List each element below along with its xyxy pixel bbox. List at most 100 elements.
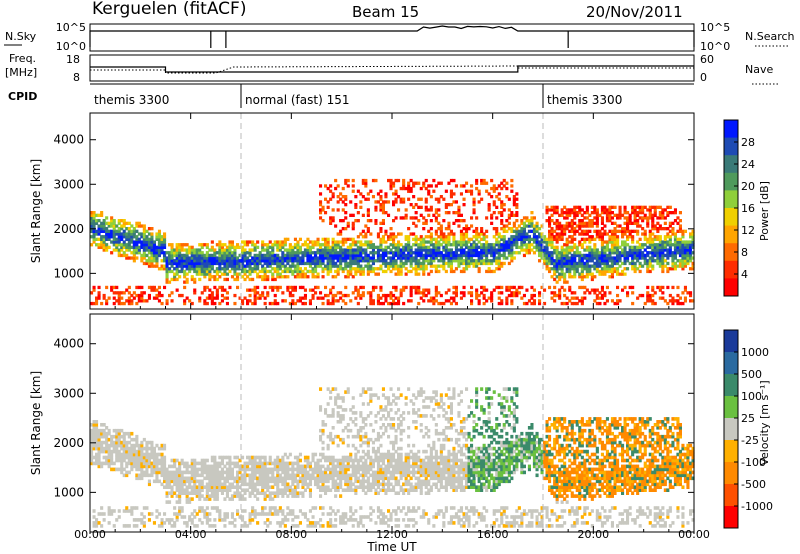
power-cell-2013 — [432, 178, 436, 183]
velocity-cell-675 — [215, 461, 219, 466]
velocity-cell-304 — [145, 446, 149, 451]
power-cell-1019 — [288, 293, 292, 298]
velocity-cell-442 — [175, 500, 179, 504]
power-cell-1742 — [397, 267, 401, 271]
power-cell-1984 — [429, 256, 433, 260]
power-cell-689 — [223, 269, 227, 274]
power-cell-1701 — [392, 256, 396, 260]
power-cell-3410 — [628, 253, 632, 258]
power-cell-1944 — [424, 259, 428, 263]
power-cell-208 — [130, 251, 134, 255]
power-cell-1023 — [288, 267, 292, 271]
power-cell-662 — [218, 261, 222, 266]
power-cell-3757 — [678, 259, 682, 263]
power-cell-433 — [173, 267, 177, 271]
power-cell-3723 — [673, 264, 677, 268]
power-cbar-cell-4 — [724, 190, 738, 209]
power-cell-2224 — [462, 251, 466, 255]
power-cell-1956 — [424, 200, 428, 204]
power-cell-2718 — [540, 256, 544, 260]
freq-label-2: [MHz] — [5, 66, 37, 79]
velocity-cell-840 — [251, 512, 255, 516]
power-cell-1664 — [387, 261, 391, 266]
velocity-cell-386 — [163, 464, 167, 469]
power-cell-2679 — [532, 301, 536, 306]
power-cell-2049 — [437, 235, 441, 239]
power-cell-1560 — [371, 269, 375, 274]
velocity-cell-915 — [263, 494, 267, 498]
velocity-cell-882 — [256, 461, 260, 466]
power-cell-2237 — [465, 264, 469, 268]
power-cell-988 — [281, 256, 285, 260]
power-cell-3791 — [683, 261, 687, 266]
power-cell-2565 — [510, 213, 514, 217]
power-cell-3750 — [676, 229, 680, 233]
power-cell-32 — [95, 232, 99, 236]
power-cell-3435 — [631, 235, 635, 239]
power-cell-484 — [183, 261, 187, 266]
velocity-cell-114 — [110, 461, 114, 466]
power-cell-2959 — [570, 261, 574, 266]
power-cell-2765 — [548, 243, 552, 247]
power-cell-2655 — [527, 251, 531, 255]
power-cell-2502 — [502, 248, 506, 252]
power-cell-883 — [261, 245, 265, 249]
power-cell-1811 — [407, 253, 411, 258]
power-cell-1489 — [361, 285, 365, 290]
power-cell-3495 — [641, 251, 645, 255]
power-cell-2486 — [500, 237, 504, 241]
power-cell-377 — [160, 243, 164, 247]
power-cell-1329 — [339, 256, 343, 260]
power-cell-1950 — [424, 240, 428, 244]
power-cell-3442 — [633, 267, 637, 271]
power-cell-3426 — [631, 261, 635, 266]
power-cell-1849 — [412, 251, 416, 255]
power-cell-3182 — [598, 264, 602, 268]
power-cell-650 — [215, 267, 219, 271]
power-cell-2308 — [475, 253, 479, 258]
power-cell-2976 — [573, 296, 577, 300]
power-cell-1323 — [339, 296, 343, 300]
power-cell-3231 — [603, 248, 607, 252]
velocity-cell-970 — [273, 494, 277, 498]
velocity-cell-236 — [132, 437, 136, 442]
power-cell-399 — [165, 272, 169, 276]
power-cell-3473 — [636, 211, 640, 215]
power-cell-675 — [220, 272, 224, 276]
power-cell-2700 — [535, 227, 539, 231]
power-cell-1358 — [344, 301, 348, 306]
power-cell-146 — [117, 229, 121, 233]
power-cell-1774 — [402, 301, 406, 306]
power-cell-556 — [198, 259, 202, 263]
power-cell-1009 — [286, 269, 290, 274]
power-cell-1082 — [298, 267, 302, 271]
power-cell-746 — [233, 253, 237, 258]
power-cell-1925 — [422, 264, 426, 268]
power-cell-1473 — [359, 267, 363, 271]
power-cell-2935 — [568, 272, 572, 276]
velocity-cell-1033 — [283, 476, 287, 481]
power-cell-3277 — [608, 208, 612, 212]
velocity-cell-858 — [253, 509, 257, 513]
power-cell-2632 — [522, 243, 526, 247]
power-cell-2913 — [565, 264, 569, 268]
power-cell-680 — [220, 253, 224, 258]
power-cell-1551 — [369, 243, 373, 247]
nsky-right-tick-bottom: 10^0 — [700, 40, 730, 53]
power-cell-3313 — [613, 235, 617, 239]
power-cell-1035 — [291, 288, 295, 292]
velocity-cell-424 — [170, 464, 174, 469]
power-cell-2623 — [520, 232, 524, 236]
power-cell-211 — [130, 237, 134, 241]
power-cell-85 — [105, 227, 109, 231]
power-cell-3629 — [658, 237, 662, 241]
power-cell-3749 — [676, 237, 680, 241]
velocity-cell-485 — [183, 491, 187, 495]
power-cell-773 — [241, 267, 245, 271]
velocity-cell-894 — [258, 458, 262, 463]
velocity-cell-69 — [100, 440, 104, 445]
power-cell-3566 — [651, 264, 655, 268]
power-cell-230 — [135, 301, 139, 306]
power-cell-1166 — [316, 296, 320, 300]
power-cell-3303 — [613, 267, 617, 271]
